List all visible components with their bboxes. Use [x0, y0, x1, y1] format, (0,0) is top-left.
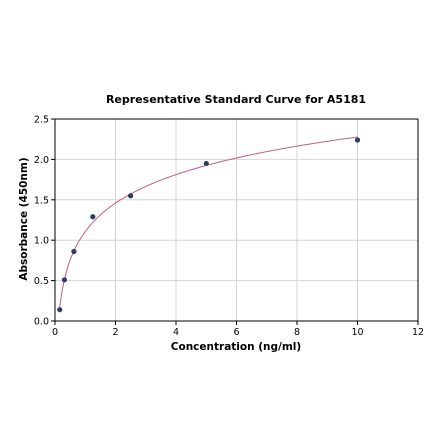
x-tick-label: 10 [351, 327, 363, 338]
data-point [57, 307, 63, 313]
chart-title: Representative Standard Curve for A5181 [106, 93, 366, 106]
data-point [61, 277, 68, 283]
grid-lines [54, 118, 419, 322]
y-tick-label: 1.5 [34, 195, 49, 206]
data-point [354, 137, 361, 143]
data-point [203, 160, 209, 167]
x-tick-label: 8 [294, 327, 300, 338]
x-tick-label: 12 [412, 327, 424, 338]
x-axis-label: Concentration (ng/ml) [171, 341, 301, 353]
y-tick-label: 2.0 [34, 155, 49, 166]
y-tick-label: 0.0 [34, 317, 49, 328]
x-tick-label: 2 [112, 327, 118, 338]
y-tick-label: 1.0 [34, 236, 49, 247]
x-tick-label: 4 [173, 327, 179, 338]
axis-ticks: 0 2 4 6 8 10 12 0.0 0.5 1.0 1.5 2.0 2.5 [34, 115, 424, 339]
y-tick-label: 2.5 [34, 115, 49, 126]
data-points-layer [57, 137, 361, 313]
data-point [71, 248, 77, 255]
data-point [128, 193, 134, 199]
x-tick-label: 6 [233, 327, 239, 338]
y-tick-label: 0.5 [34, 276, 49, 287]
x-tick-label: 0 [52, 327, 58, 338]
data-point [90, 214, 96, 220]
y-axis-label: Absorbance (450nm) [18, 157, 30, 280]
